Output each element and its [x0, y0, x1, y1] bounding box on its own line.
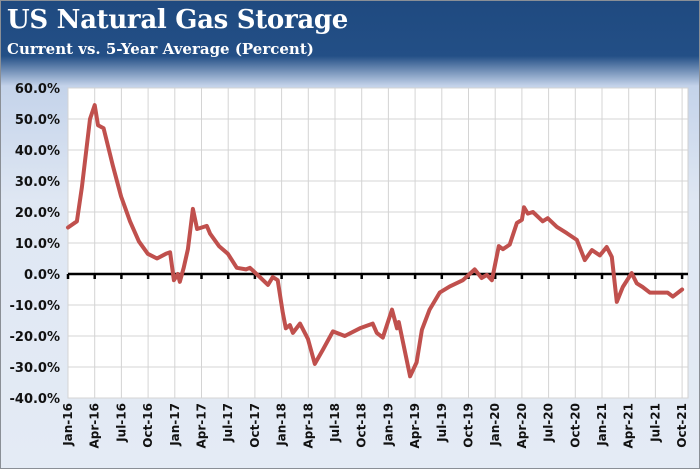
x-tick-label: Jan-20: [488, 403, 502, 447]
x-tick-label: Jul-17: [221, 403, 235, 443]
x-tick-label: Jan-16: [61, 403, 75, 447]
chart-subtitle: Current vs. 5-Year Average (Percent): [7, 40, 314, 58]
x-tick-label: Apr-21: [622, 403, 636, 448]
y-tick-label: 10.0%: [15, 237, 60, 252]
x-tick-label: Apr-18: [301, 403, 315, 448]
x-tick-label: Jul-18: [328, 403, 342, 443]
x-tick-label: Apr-16: [88, 403, 102, 448]
y-tick-label: 20.0%: [15, 206, 60, 221]
y-tick-label: -10.0%: [10, 299, 61, 314]
x-tick-label: Jan-17: [168, 403, 182, 447]
x-tick-label: Oct-18: [355, 403, 369, 448]
x-tick-label: Jul-20: [542, 403, 556, 443]
x-tick-label: Oct-19: [462, 403, 476, 448]
chart-title: US Natural Gas Storage: [7, 5, 349, 35]
y-tick-label: 40.0%: [15, 144, 60, 159]
x-tick-label: Apr-20: [515, 403, 529, 448]
x-tick-label: Jan-19: [381, 403, 395, 447]
y-tick-label: 30.0%: [15, 175, 60, 190]
x-tick-label: Jan-21: [595, 403, 609, 447]
y-tick-label: 60.0%: [15, 82, 60, 97]
x-tick-label: Jul-19: [435, 403, 449, 443]
x-tick-label: Apr-19: [408, 403, 422, 448]
x-tick-label: Jan-18: [275, 403, 289, 447]
y-tick-label: -30.0%: [10, 361, 61, 376]
y-tick-label: -20.0%: [10, 330, 61, 345]
x-tick-label: Jul-21: [648, 403, 662, 443]
x-tick-label: Oct-21: [675, 403, 689, 448]
y-tick-label: 0.0%: [24, 268, 60, 283]
x-tick-label: Jul-16: [114, 403, 128, 443]
x-tick-label: Oct-20: [568, 403, 582, 448]
y-tick-label: -40.0%: [10, 392, 61, 407]
x-tick-label: Oct-16: [141, 403, 155, 448]
series-line: [66, 103, 685, 379]
x-tick-label: Oct-17: [248, 403, 262, 448]
y-tick-label: 50.0%: [15, 113, 60, 128]
x-tick-label: Apr-17: [195, 403, 209, 448]
